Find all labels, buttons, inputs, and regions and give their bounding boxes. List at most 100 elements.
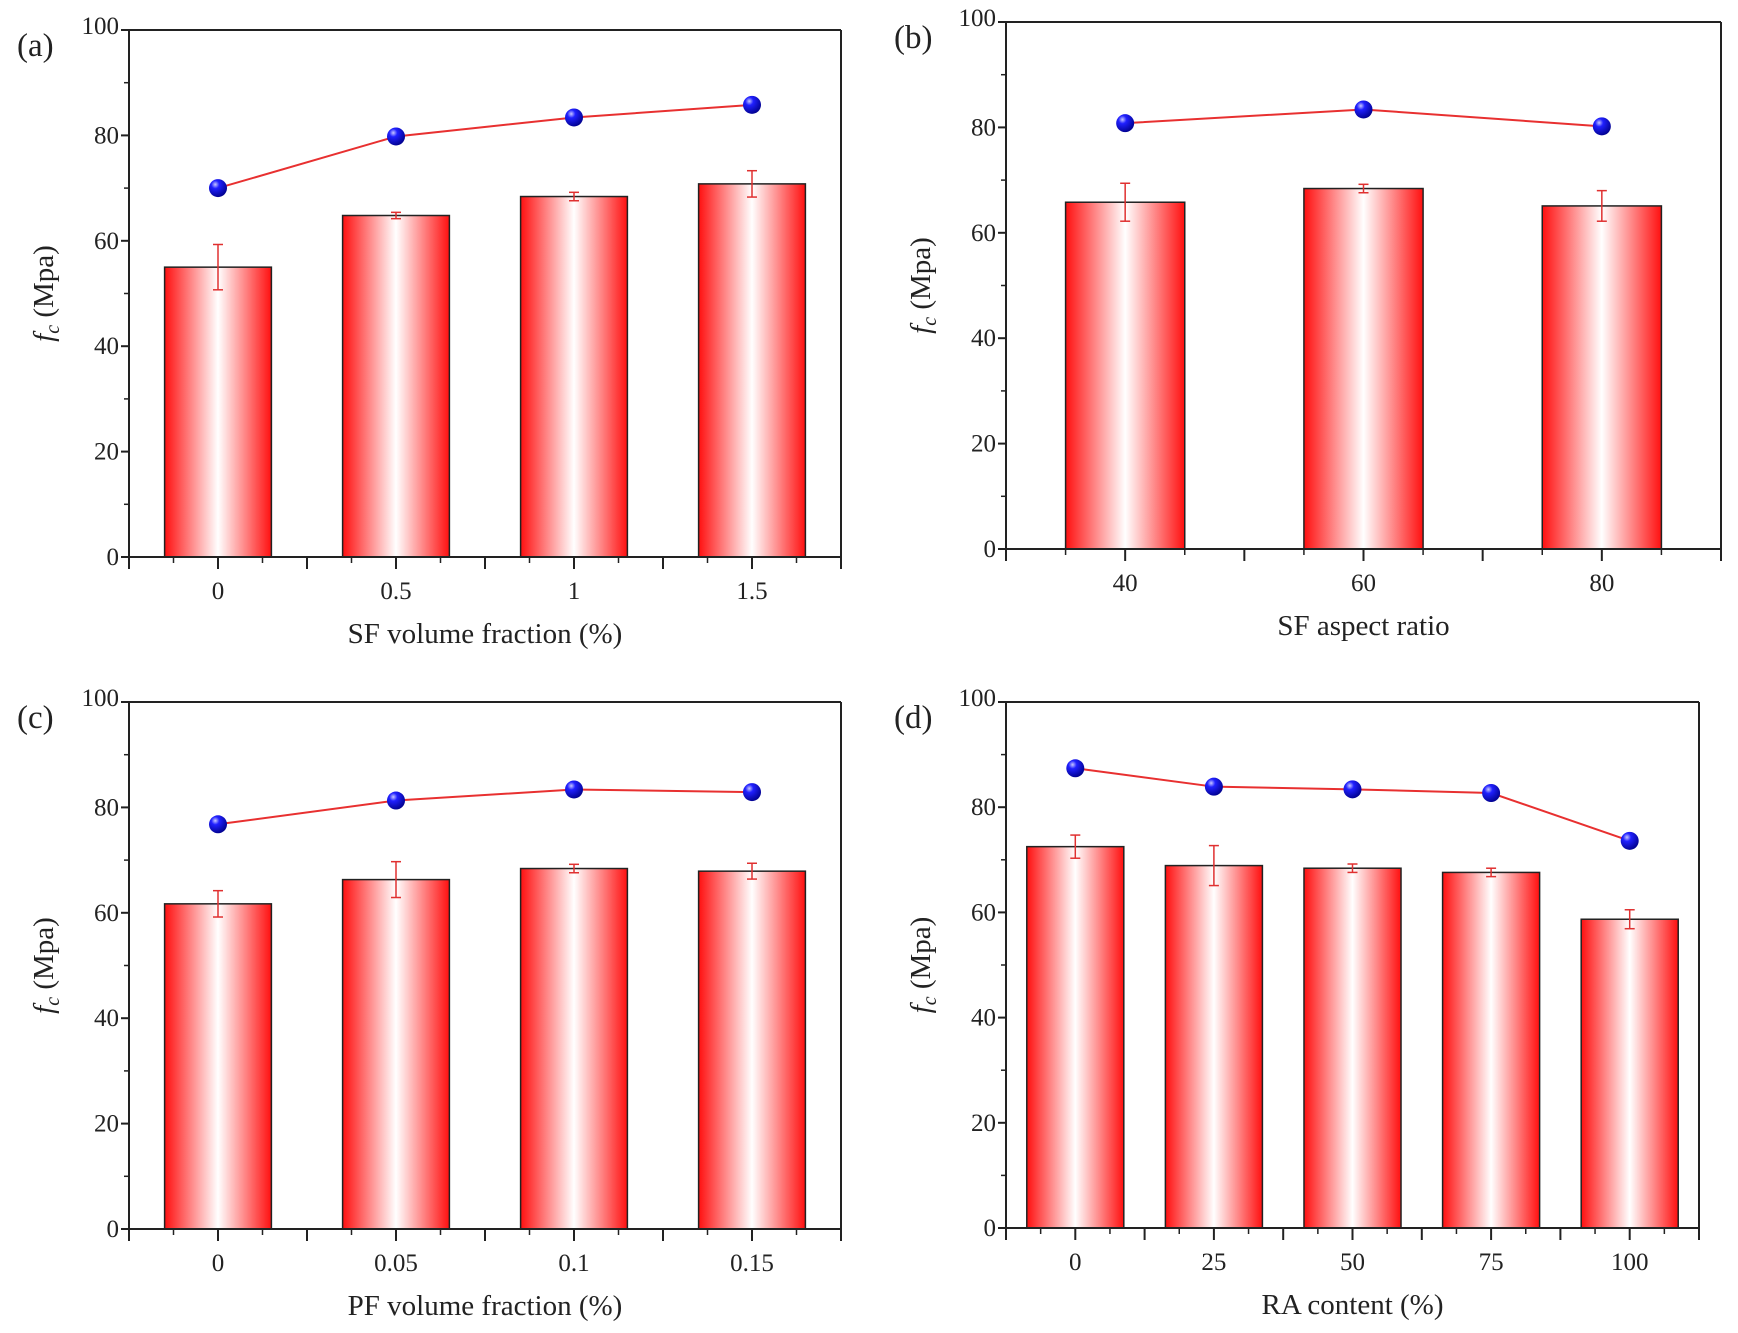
- x-tick-label: 100: [1611, 1249, 1649, 1276]
- y-label-unit: (Mpa): [905, 237, 937, 317]
- x-tick-label: 0.15: [730, 1250, 774, 1277]
- data-point: [1592, 117, 1611, 136]
- y-tick-label: 80: [971, 114, 996, 141]
- data-point: [209, 815, 227, 834]
- x-tick-label: 0: [212, 578, 225, 605]
- y-tick-label: 0: [984, 536, 997, 563]
- bar: [697, 183, 807, 558]
- x-axis-label: SF volume fraction (%): [348, 618, 623, 650]
- bar: [1580, 918, 1679, 1229]
- x-tick-label: 80: [1589, 570, 1614, 597]
- series-line: [217, 103, 753, 190]
- bar: [341, 214, 451, 558]
- y-label-subscript: c: [919, 996, 941, 1005]
- panel-label: (d): [894, 700, 932, 736]
- bar: [163, 903, 273, 1230]
- data-point: [387, 127, 405, 146]
- y-tick-label: 100: [82, 685, 120, 712]
- y-label-unit: (Mpa): [905, 917, 937, 997]
- bar: [163, 266, 273, 558]
- bar: [1303, 187, 1424, 550]
- bar: [1441, 871, 1541, 1229]
- y-tick-label: 60: [971, 220, 996, 247]
- data-point: [565, 780, 583, 799]
- data-point: [565, 108, 583, 127]
- x-tick-label: 1.5: [736, 578, 767, 605]
- data-point: [743, 783, 761, 802]
- y-tick-label: 100: [82, 13, 120, 40]
- bar: [1026, 845, 1125, 1229]
- bar: [1541, 205, 1663, 550]
- chart-panel-b: 0 20 40 60 80 100 40 60 80 SF aspect ratio fc (Mpa…: [894, 5, 1722, 642]
- y-tick-label: 40: [971, 1005, 996, 1032]
- x-tick-label: 0.1: [558, 1250, 589, 1277]
- y-tick-label: 40: [94, 333, 119, 360]
- y-axis-label: fc (Mpa): [905, 237, 941, 334]
- y-label-unit: (Mpa): [28, 917, 60, 997]
- bar: [1303, 867, 1402, 1229]
- data-point: [209, 179, 227, 198]
- x-tick-label: 0: [212, 1250, 225, 1277]
- y-tick-label: 40: [94, 1005, 119, 1032]
- bar: [519, 195, 629, 558]
- x-tick-label: 60: [1351, 570, 1376, 597]
- y-axis-label: fc (Mpa): [905, 917, 941, 1014]
- series-line: [1075, 767, 1631, 842]
- series-line: [217, 788, 753, 826]
- data-point: [1116, 114, 1135, 133]
- bar: [519, 867, 629, 1230]
- y-tick-label: 0: [984, 1215, 997, 1242]
- data-point: [1354, 100, 1373, 119]
- x-tick-label: 50: [1340, 1249, 1365, 1276]
- panel-label: (c): [17, 700, 54, 736]
- y-axis-label: fc (Mpa): [28, 245, 64, 342]
- y-tick-label: 20: [94, 439, 119, 466]
- chart-panel-a: 0 20 40 60 80 100 0 0.5 1 1.5 SF volume fraction (…: [17, 13, 842, 650]
- chart-panel-d: 0 20 40 60 80 100 0 25 50 75 100 RA content (%) fc (…: [894, 685, 1700, 1321]
- panel-label: (a): [17, 28, 54, 64]
- x-axis-label: RA content (%): [1261, 1289, 1443, 1321]
- data-point: [1620, 831, 1639, 850]
- x-axis-label: SF aspect ratio: [1277, 610, 1449, 642]
- data-point: [1204, 777, 1223, 796]
- y-tick-label: 0: [107, 1216, 120, 1243]
- y-tick-label: 100: [959, 685, 997, 712]
- data-point: [743, 95, 761, 114]
- panel-label: (b): [894, 20, 932, 56]
- y-tick-label: 0: [107, 544, 120, 571]
- y-tick-label: 20: [971, 1110, 996, 1137]
- data-point: [387, 791, 405, 810]
- x-tick-label: 75: [1479, 1249, 1504, 1276]
- y-tick-label: 60: [94, 900, 119, 927]
- y-tick-label: 40: [971, 325, 996, 352]
- chart-panel-c: 0 20 40 60 80 100 0 0.05 0.1 0.15 PF volume fracti…: [17, 685, 842, 1322]
- x-tick-label: 40: [1113, 570, 1138, 597]
- y-tick-label: 100: [959, 5, 997, 32]
- bar: [341, 878, 451, 1230]
- y-tick-label: 20: [94, 1111, 119, 1138]
- x-tick-label: 25: [1201, 1249, 1226, 1276]
- y-axis-label: fc (Mpa): [28, 917, 64, 1014]
- y-tick-label: 20: [971, 431, 996, 458]
- bar: [1064, 201, 1186, 550]
- y-tick-label: 60: [94, 228, 119, 255]
- data-point: [1066, 759, 1085, 778]
- x-tick-label: 0.05: [374, 1250, 418, 1277]
- y-label-subscript: c: [42, 325, 64, 334]
- x-tick-label: 0: [1069, 1249, 1082, 1276]
- bar: [1164, 864, 1264, 1229]
- data-point: [1343, 780, 1362, 799]
- x-tick-label: 1: [568, 578, 581, 605]
- x-tick-label: 0.5: [380, 578, 411, 605]
- bar: [697, 870, 807, 1230]
- y-tick-label: 60: [971, 899, 996, 926]
- y-label-subscript: c: [42, 997, 64, 1006]
- y-label-unit: (Mpa): [28, 245, 60, 325]
- x-axis-label: PF volume fraction (%): [348, 1290, 623, 1322]
- data-point: [1482, 783, 1501, 802]
- y-tick-label: 80: [94, 794, 119, 821]
- y-tick-label: 80: [94, 122, 119, 149]
- y-label-subscript: c: [919, 317, 941, 326]
- y-tick-label: 80: [971, 794, 996, 821]
